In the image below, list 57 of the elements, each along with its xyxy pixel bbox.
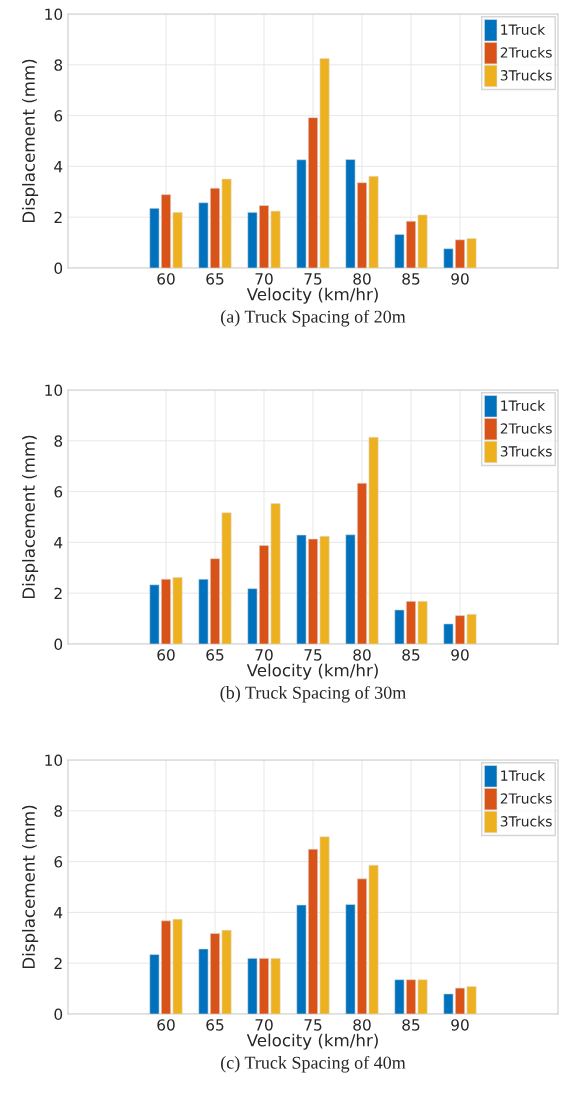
y-tick-label: 8 [54, 435, 63, 447]
legend-label: 2Trucks [500, 46, 552, 58]
legend-label: 3Trucks [500, 815, 552, 827]
y-tick-label: 8 [54, 59, 63, 71]
legend-label: 3Trucks [500, 69, 552, 81]
y-tick-label: 0 [54, 638, 63, 651]
y-tick-label: 6 [54, 110, 63, 122]
x-tick-label: 75 [304, 649, 322, 661]
x-tick-label: 80 [353, 649, 371, 661]
x-tick-label: 60 [157, 1019, 175, 1031]
y-tick-label: 4 [54, 161, 63, 173]
x-tick-label: 75 [304, 1019, 322, 1031]
y-tick-label: 0 [54, 1008, 63, 1021]
x-tick-label: 70 [255, 273, 273, 285]
x-tick-label: 85 [402, 1019, 420, 1031]
x-tick-label: 90 [451, 273, 469, 285]
text: (c) Truck Spacing of 40m [221, 1055, 406, 1073]
y-tick-label: 6 [54, 856, 63, 868]
x-tick-label: 60 [157, 649, 175, 661]
x-axis-title: Velocity (km/hr) [246, 1033, 378, 1050]
x-tick-label: 60 [157, 273, 175, 285]
text: (a) Truck Spacing of 20m [221, 309, 406, 327]
y-tick-label: 2 [54, 957, 62, 969]
x-tick-label: 90 [451, 1019, 469, 1031]
legend-label: 1Truck [501, 24, 546, 35]
y-axis-title: Displacement (mm) [22, 805, 39, 969]
y-tick-label: 10 [45, 8, 63, 21]
legend-label: 1Truck [501, 770, 546, 781]
legend-label: 1Truck [501, 400, 546, 411]
x-tick-label: 80 [353, 273, 371, 285]
x-tick-label: 85 [402, 649, 420, 661]
y-tick-label: 4 [54, 907, 63, 919]
x-tick-label: 65 [206, 273, 224, 285]
y-tick-label: 2 [54, 211, 62, 223]
y-tick-label: 8 [54, 805, 63, 817]
x-tick-label: 80 [353, 1019, 371, 1031]
x-tick-label: 65 [206, 1019, 224, 1031]
y-tick-label: 0 [54, 262, 63, 275]
y-tick-label: 2 [54, 587, 62, 599]
x-tick-label: 70 [255, 649, 273, 661]
x-axis-title: Velocity (km/hr) [246, 663, 378, 680]
x-tick-label: 75 [304, 273, 322, 285]
x-tick-label: 70 [255, 1019, 273, 1031]
x-tick-label: 65 [206, 649, 224, 661]
y-tick-label: 6 [54, 486, 63, 498]
y-tick-label: 4 [54, 537, 63, 549]
legend-label: 3Trucks [500, 445, 552, 457]
legend-label: 2Trucks [500, 792, 552, 804]
text: (b) Truck Spacing of 30m [220, 685, 407, 703]
y-tick-label: 10 [45, 384, 63, 397]
y-tick-label: 10 [45, 754, 63, 767]
x-tick-label: 85 [402, 273, 420, 285]
y-axis-title: Displacement (mm) [22, 59, 39, 223]
y-axis-title: Displacement (mm) [22, 435, 39, 599]
x-tick-label: 90 [451, 649, 469, 661]
legend-label: 2Trucks [500, 422, 552, 434]
x-axis-title: Velocity (km/hr) [246, 287, 378, 304]
